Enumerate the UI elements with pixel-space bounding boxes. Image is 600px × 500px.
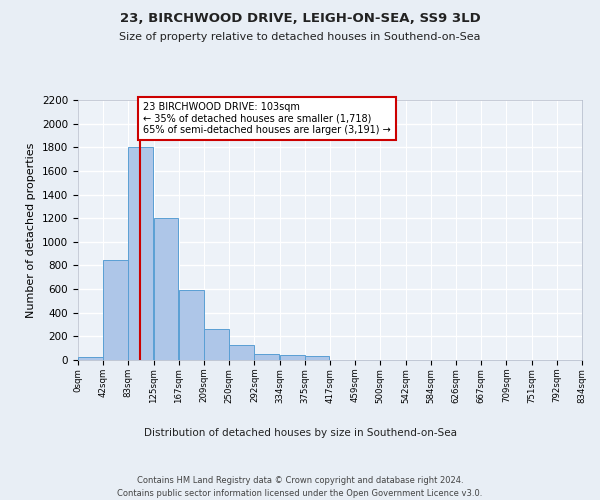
Text: Distribution of detached houses by size in Southend-on-Sea: Distribution of detached houses by size … [143, 428, 457, 438]
Text: Contains HM Land Registry data © Crown copyright and database right 2024.
Contai: Contains HM Land Registry data © Crown c… [118, 476, 482, 498]
Bar [280, 354, 305, 360]
Y-axis label: Number of detached properties: Number of detached properties [26, 142, 37, 318]
Bar [179, 290, 203, 360]
Bar [305, 356, 329, 360]
Text: Size of property relative to detached houses in Southend-on-Sea: Size of property relative to detached ho… [119, 32, 481, 42]
Bar [229, 345, 254, 360]
Bar [154, 218, 178, 360]
Text: 23, BIRCHWOOD DRIVE, LEIGH-ON-SEA, SS9 3LD: 23, BIRCHWOOD DRIVE, LEIGH-ON-SEA, SS9 3… [119, 12, 481, 26]
Bar [103, 260, 128, 360]
Bar [254, 354, 279, 360]
Bar [78, 357, 103, 360]
Bar [128, 148, 153, 360]
Text: 23 BIRCHWOOD DRIVE: 103sqm
← 35% of detached houses are smaller (1,718)
65% of s: 23 BIRCHWOOD DRIVE: 103sqm ← 35% of deta… [143, 102, 391, 135]
Bar [205, 330, 229, 360]
